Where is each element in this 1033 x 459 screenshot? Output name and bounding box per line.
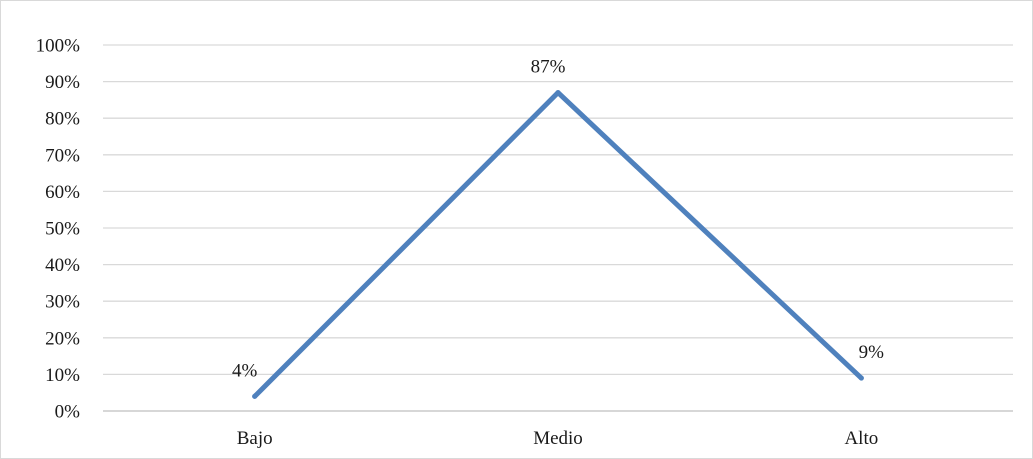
- y-axis-tick-labels: 0% 10% 20% 30% 40% 50% 60% 70% 80% 90% 100%: [36, 36, 81, 423]
- y-tick-label: 90%: [45, 72, 80, 93]
- x-tick-label: Medio: [533, 428, 583, 449]
- y-tick-label: 70%: [45, 145, 80, 166]
- y-tick-label: 40%: [45, 255, 80, 276]
- y-tick-label: 0%: [55, 402, 81, 423]
- x-axis-tick-labels: Bajo Medio Alto: [237, 428, 879, 449]
- y-tick-label: 60%: [45, 182, 80, 203]
- data-label: 4%: [232, 360, 258, 381]
- data-point: [555, 90, 561, 96]
- y-tick-label: 20%: [45, 328, 80, 349]
- series-line: [252, 90, 864, 399]
- series-layer: [252, 90, 864, 399]
- y-tick-label: 50%: [45, 219, 80, 240]
- y-tick-label: 10%: [45, 365, 80, 386]
- data-point: [252, 393, 258, 399]
- data-point: [858, 375, 864, 381]
- data-labels: 4% 87% 9%: [232, 57, 884, 382]
- y-tick-label: 100%: [36, 36, 81, 57]
- x-tick-label: Alto: [844, 428, 878, 449]
- data-label: 9%: [859, 342, 885, 363]
- y-tick-label: 80%: [45, 109, 80, 130]
- x-tick-label: Bajo: [237, 428, 273, 449]
- y-tick-label: 30%: [45, 292, 80, 313]
- data-label: 87%: [531, 57, 566, 78]
- grid-lines: [103, 44, 1013, 412]
